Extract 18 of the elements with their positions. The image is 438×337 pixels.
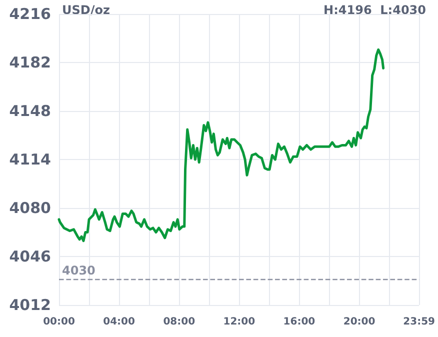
y-tick-label: 4046 [9,248,51,266]
y-tick-label: 4012 [9,296,51,314]
annotation: USD/oz [62,3,110,17]
y-tick-label: 4216 [9,5,51,23]
x-tick-label: 23:59 [403,316,436,328]
y-tick-label: 4182 [9,54,51,72]
annotation: H:4196 L:4030 [324,3,426,17]
x-tick-label: 08:00 [163,316,196,328]
ref-line-label: 4030 [62,263,96,278]
x-tick-label: 12:00 [223,316,256,328]
y-tick-label: 4080 [9,199,51,217]
x-tick-label: 00:00 [43,316,75,328]
line-series [58,48,385,242]
x-tick-label: 16:00 [283,316,316,328]
x-tick-label: 04:00 [103,316,136,328]
y-tick-label: 4114 [9,150,51,168]
y-tick-label: 4148 [9,102,51,120]
x-tick-label: 20:00 [343,316,376,328]
